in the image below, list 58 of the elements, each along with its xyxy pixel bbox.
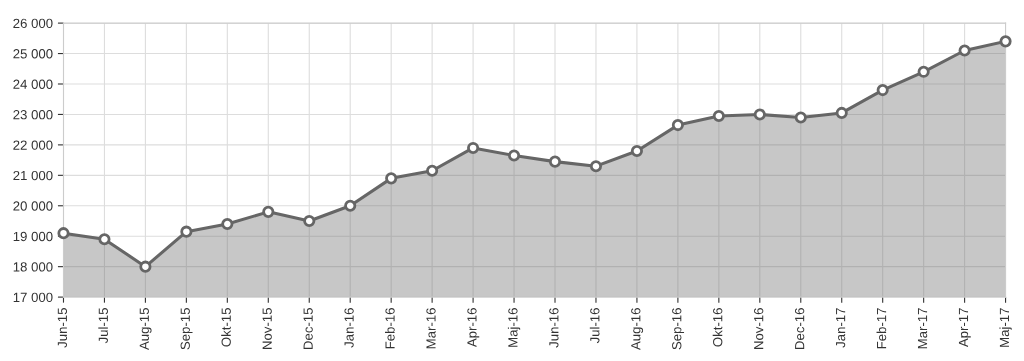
x-tick-label: Aug-15 [139, 308, 152, 351]
point [999, 35, 1012, 48]
point [508, 149, 521, 162]
x-tick-label: Feb-17 [876, 308, 887, 349]
point [589, 160, 603, 173]
point [467, 141, 480, 154]
x-tick-label: Okt-16 [712, 308, 723, 347]
x-tick-label: Jun-16 [549, 308, 559, 348]
point [835, 106, 848, 119]
point [180, 225, 193, 238]
point [344, 199, 357, 212]
y-tick-label: 22 000 [13, 140, 53, 150]
y-tick-label: 19 000 [13, 231, 53, 242]
point [548, 155, 562, 168]
x-tick-label: Sep-16 [672, 308, 685, 350]
x-tick-label: Apr-17 [958, 308, 971, 348]
point [98, 233, 111, 246]
point [876, 84, 889, 97]
y-tick-label: 24 000 [13, 79, 53, 89]
x-tick-label: Maj-16 [507, 308, 521, 347]
y-tick-label: 21 000 [13, 170, 53, 181]
point [630, 144, 643, 158]
x-tick-label: Aug-16 [631, 308, 644, 351]
point [57, 227, 70, 240]
x-tick-label: Jul-15 [98, 308, 108, 344]
x-tick-label: Jul-16 [589, 308, 600, 344]
y-tick-label: 17 000 [13, 292, 53, 303]
point [917, 65, 930, 78]
x-tick-label: Dec-15 [303, 308, 313, 349]
point [712, 109, 725, 123]
x-tick-label: Jun-15 [57, 308, 68, 348]
x-tick-label: Dec-16 [794, 308, 805, 349]
point [221, 217, 234, 231]
x-tick-label: Maj-17 [999, 308, 1012, 347]
point [385, 172, 398, 185]
x-tick-label: Jan-17 [836, 308, 846, 348]
x-tick-label: Nov-16 [754, 308, 764, 349]
y-tick-label: 20 000 [13, 201, 53, 211]
point [262, 205, 275, 218]
x-tick-label: Mar-17 [917, 308, 928, 349]
y-tick-label: 26 000 [13, 18, 53, 29]
x-tick-label: Sep-15 [180, 308, 193, 350]
point [426, 164, 439, 177]
point [958, 44, 971, 57]
x-tick-label: Mar-16 [426, 308, 436, 349]
x-tick-label: Okt-15 [221, 308, 231, 347]
point [671, 119, 684, 132]
point [139, 260, 152, 273]
x-tick-label: Feb-16 [385, 308, 395, 349]
y-tick-label: 18 000 [13, 262, 53, 272]
point [794, 111, 807, 124]
x-tick-label: Jan-16 [344, 308, 354, 348]
point [303, 214, 316, 228]
x-tick-label: Apr-16 [467, 308, 480, 348]
x-tick-label: Nov-15 [262, 308, 272, 349]
point [753, 108, 766, 121]
y-tick-label: 23 000 [13, 110, 53, 120]
y-tick-label: 25 000 [13, 49, 53, 59]
